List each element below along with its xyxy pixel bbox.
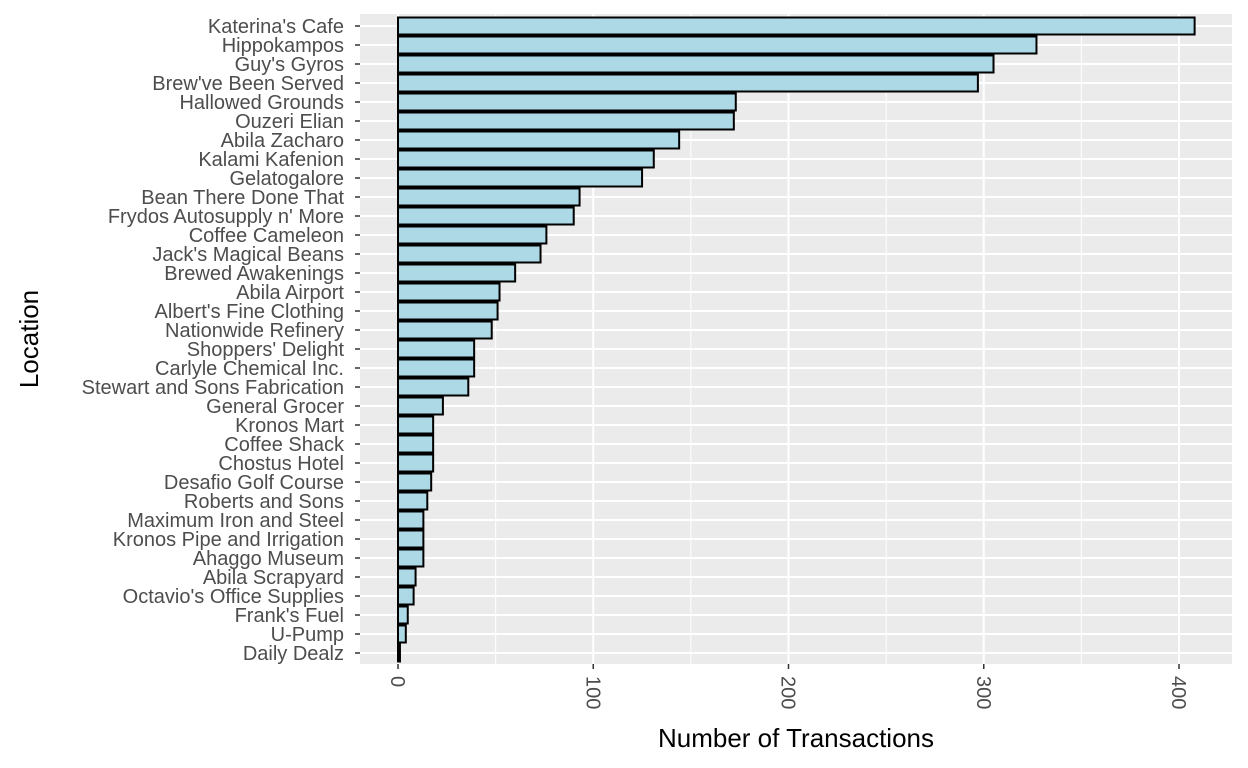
bar [397,529,425,549]
bar [397,472,433,492]
category-label: Frank's Fuel [235,605,344,627]
category-label: Kalami Kafenion [198,149,344,171]
category-label: Desafio Golf Course [164,472,344,494]
category-label: Maximum Iron and Steel [127,510,344,532]
category-label: Stewart and Sons Fabrication [82,377,344,399]
bar [397,130,681,150]
x-tick-label: 200 [777,676,799,709]
category-label: Coffee Cameleon [189,225,344,247]
bar [397,301,499,321]
bar [397,548,425,568]
bar [397,510,425,530]
category-label: Jack's Magical Beans [152,244,344,266]
bar [397,16,1196,36]
bar [397,54,995,74]
bar [397,624,407,644]
category-label: Hippokampos [222,35,344,57]
category-label: Ahaggo Museum [193,548,344,570]
bar [397,263,517,283]
bar [397,605,409,625]
bar [397,339,476,359]
bar [397,149,655,169]
category-label: Kronos Mart [235,415,344,437]
bar [397,358,476,378]
bar [397,168,644,188]
category-label: Chostus Hotel [218,453,344,475]
bar [397,320,493,340]
bar [397,187,581,207]
bar [397,244,542,264]
category-label: Katerina's Cafe [208,16,344,38]
category-label: Abila Scrapyard [203,567,344,589]
category-label: Abila Airport [236,282,344,304]
bar [397,73,979,93]
category-label: Albert's Fine Clothing [155,301,344,323]
category-label: Brew've Been Served [152,73,344,95]
category-label: Roberts and Sons [184,491,344,513]
category-label: General Grocer [206,396,344,418]
bar [397,453,435,473]
bar [397,434,435,454]
category-label: Octavio's Office Supplies [123,586,344,608]
category-label: Gelatogalore [229,168,344,190]
bar [397,111,735,131]
x-tick-label: 300 [972,676,994,709]
bar [397,415,435,435]
category-label: Ouzeri Elian [235,111,344,133]
bar [397,206,575,226]
bar [397,35,1038,55]
category-label: U-Pump [271,624,344,646]
category-label: Daily Dealz [243,643,344,665]
category-label: Shoppers' Delight [187,339,345,361]
x-tick-label: 0 [386,676,408,687]
y-axis-title: Location [14,290,44,388]
category-label: Nationwide Refinery [165,320,344,342]
bar [397,225,548,245]
x-axis-title: Number of Transactions [658,723,934,753]
bar [397,643,401,663]
bar [397,92,737,112]
category-label: Hallowed Grounds [179,92,344,114]
category-label: Carlyle Chemical Inc. [155,358,344,380]
bars [397,16,1196,663]
bar [397,282,501,302]
category-label: Guy's Gyros [235,54,344,76]
category-label: Brewed Awakenings [164,263,344,285]
category-label: Bean There Done That [141,187,344,209]
x-axis-ticks: 0 100 200 300 400 [386,664,1189,709]
bar [397,567,417,587]
category-label: Frydos Autosupply n' More [108,206,344,228]
bar [397,586,415,606]
category-label: Coffee Shack [224,434,345,456]
x-tick-label: 100 [581,676,603,709]
bar [397,491,429,511]
x-tick-label: 400 [1167,676,1189,709]
bar [397,396,444,416]
category-label: Kronos Pipe and Irrigation [113,529,344,551]
category-label: Abila Zacharo [221,130,344,152]
bar [397,377,470,397]
